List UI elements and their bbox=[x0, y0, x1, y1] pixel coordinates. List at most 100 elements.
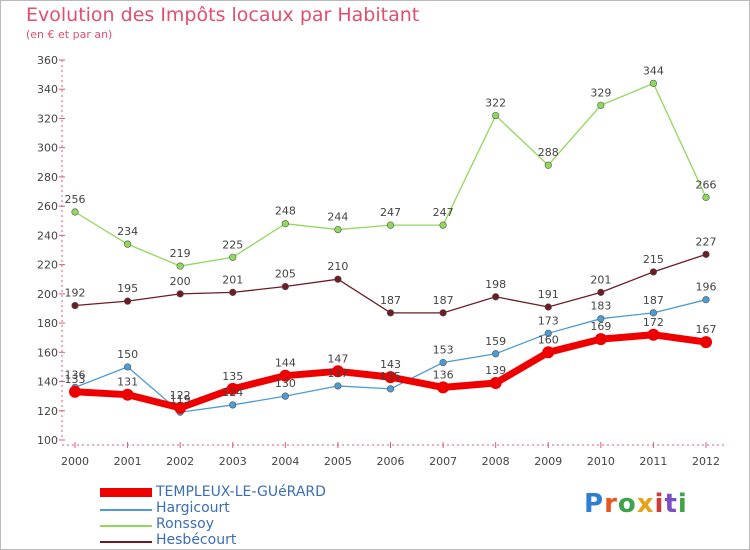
x-tick-label: 2000 bbox=[61, 455, 89, 468]
legend-swatch bbox=[100, 541, 152, 543]
data-label: 192 bbox=[65, 287, 86, 300]
data-point bbox=[492, 350, 500, 358]
data-label: 247 bbox=[380, 206, 401, 219]
data-point bbox=[123, 363, 132, 371]
y-tick-label: 200 bbox=[37, 288, 58, 301]
series-line-2 bbox=[74, 82, 707, 267]
data-label: 201 bbox=[222, 273, 243, 286]
data-label: 150 bbox=[117, 348, 138, 361]
data-label: 205 bbox=[275, 268, 296, 281]
legend-label: Ronssoy bbox=[156, 516, 214, 532]
x-tick-label: 2010 bbox=[587, 455, 615, 468]
data-point bbox=[123, 297, 132, 305]
data-point bbox=[226, 382, 239, 395]
y-tick-label: 160 bbox=[37, 346, 58, 359]
data-point bbox=[647, 328, 660, 341]
data-point bbox=[334, 225, 342, 234]
data-label: 288 bbox=[538, 146, 559, 159]
legend-swatch bbox=[100, 488, 152, 497]
data-point bbox=[176, 262, 184, 270]
data-point bbox=[544, 303, 552, 311]
data-label: 143 bbox=[380, 358, 401, 371]
logo-letter: P bbox=[584, 489, 605, 519]
data-point bbox=[492, 111, 500, 120]
legend-label: Hesbécourt bbox=[156, 532, 237, 548]
proxiti-logo: Proxiti bbox=[584, 489, 688, 519]
data-label: 159 bbox=[485, 335, 506, 348]
data-label: 133 bbox=[65, 373, 86, 386]
data-point bbox=[229, 253, 237, 261]
x-tick-label: 2008 bbox=[482, 455, 510, 468]
data-label: 183 bbox=[590, 300, 611, 313]
data-label: 131 bbox=[117, 376, 138, 389]
y-tick-label: 280 bbox=[37, 171, 58, 184]
data-label: 160 bbox=[538, 333, 559, 346]
x-tick-label: 2003 bbox=[219, 455, 247, 468]
data-label: 215 bbox=[643, 253, 664, 266]
data-label: 153 bbox=[433, 344, 454, 357]
legend-swatch bbox=[100, 525, 152, 527]
x-tick-label: 2004 bbox=[271, 455, 299, 468]
y-tick-label: 300 bbox=[37, 142, 58, 155]
x-tick-label: 2012 bbox=[692, 455, 720, 468]
data-point bbox=[702, 193, 710, 201]
line-chart: 100 120 140 160 180 200 220 240 260 280 300 320 340 3… bbox=[37, 54, 726, 468]
data-label: 210 bbox=[327, 260, 348, 273]
data-point bbox=[69, 385, 81, 398]
data-point bbox=[439, 221, 447, 229]
data-label: 266 bbox=[696, 178, 717, 191]
data-label: 173 bbox=[538, 314, 559, 327]
y-tick-label: 360 bbox=[37, 54, 58, 67]
data-label: 195 bbox=[117, 282, 138, 295]
y-tick-label: 120 bbox=[37, 405, 58, 418]
logo-letter: i bbox=[654, 489, 665, 519]
data-point bbox=[594, 333, 607, 346]
y-tick-label: 140 bbox=[37, 376, 58, 389]
data-label: 256 bbox=[65, 193, 86, 206]
data-label: 124 bbox=[222, 386, 243, 399]
data-point bbox=[123, 240, 132, 248]
y-tick-label: 220 bbox=[37, 259, 58, 272]
chart-subtitle: (en € et par an) bbox=[26, 28, 113, 41]
logo-letter: o bbox=[617, 489, 637, 519]
data-label: 137 bbox=[327, 367, 348, 380]
data-label: 147 bbox=[327, 352, 348, 365]
data-label: 119 bbox=[170, 393, 191, 406]
data-point bbox=[544, 161, 552, 169]
data-point bbox=[281, 392, 289, 400]
y-tick-label: 240 bbox=[37, 229, 58, 242]
data-label: 135 bbox=[222, 370, 243, 383]
data-point bbox=[279, 369, 292, 382]
data-label: 122 bbox=[170, 389, 191, 402]
data-label: 234 bbox=[117, 225, 138, 238]
data-point bbox=[331, 365, 344, 378]
data-point bbox=[439, 358, 447, 367]
data-label: 187 bbox=[643, 294, 664, 307]
y-tick-label: 260 bbox=[37, 200, 58, 213]
data-label: 187 bbox=[433, 294, 454, 307]
data-label: 329 bbox=[590, 86, 611, 99]
x-tick-label: 2005 bbox=[324, 455, 352, 468]
data-point bbox=[334, 382, 342, 390]
data-point bbox=[702, 250, 710, 258]
data-label: 187 bbox=[380, 294, 401, 307]
data-point bbox=[649, 79, 658, 87]
x-tick-label: 2007 bbox=[429, 455, 457, 468]
data-point bbox=[386, 221, 395, 229]
data-label: 139 bbox=[485, 364, 506, 377]
data-point bbox=[281, 282, 289, 291]
data-label: 225 bbox=[222, 238, 243, 251]
data-label: 344 bbox=[643, 64, 664, 77]
data-label: 227 bbox=[696, 235, 717, 248]
data-label: 322 bbox=[485, 97, 506, 110]
x-tick-label: 2011 bbox=[639, 455, 667, 468]
logo-letter: r bbox=[604, 489, 618, 519]
data-point bbox=[544, 329, 552, 337]
data-point bbox=[649, 309, 658, 317]
logo-letter: i bbox=[677, 489, 688, 519]
data-point bbox=[386, 385, 395, 393]
x-tick-label: 2002 bbox=[166, 455, 194, 468]
data-point bbox=[176, 290, 184, 298]
data-point bbox=[386, 309, 395, 317]
logo-letter: x bbox=[636, 489, 655, 519]
